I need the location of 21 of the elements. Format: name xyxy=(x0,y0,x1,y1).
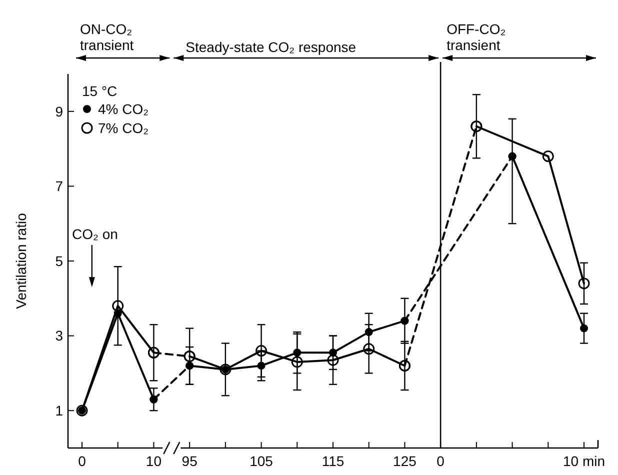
x-tick-label: 10 xyxy=(146,453,162,469)
y-axis-title: Ventilation ratio xyxy=(13,212,29,309)
annotation: CO₂ on xyxy=(72,226,118,242)
y-tick-label: 5 xyxy=(55,252,64,269)
text: Steady-state CO₂ response xyxy=(186,39,356,55)
x-tick-label: 105 xyxy=(250,453,274,469)
x-tick-label: 125 xyxy=(393,453,417,469)
x-tick-label: 0 xyxy=(436,453,445,469)
y-tick-label: 1 xyxy=(55,402,64,418)
text: OFF-CO₂ transient xyxy=(446,21,506,53)
legend-title: 15 °C xyxy=(82,83,118,99)
y-tick-label: 3 xyxy=(55,328,64,344)
text: ON-CO₂ transient xyxy=(80,21,134,53)
y-tick-label: 7 xyxy=(55,178,64,194)
legend-label: 4% CO₂ xyxy=(98,101,149,117)
y-tick-label: 9 xyxy=(55,103,64,120)
legend-label: 7% CO₂ xyxy=(98,120,149,136)
x-tick-label: 95 xyxy=(182,453,198,469)
x-tick-label: 10 min xyxy=(562,453,606,469)
x-tick-label: 115 xyxy=(322,453,344,469)
x-tick-label: 0 xyxy=(78,453,86,469)
